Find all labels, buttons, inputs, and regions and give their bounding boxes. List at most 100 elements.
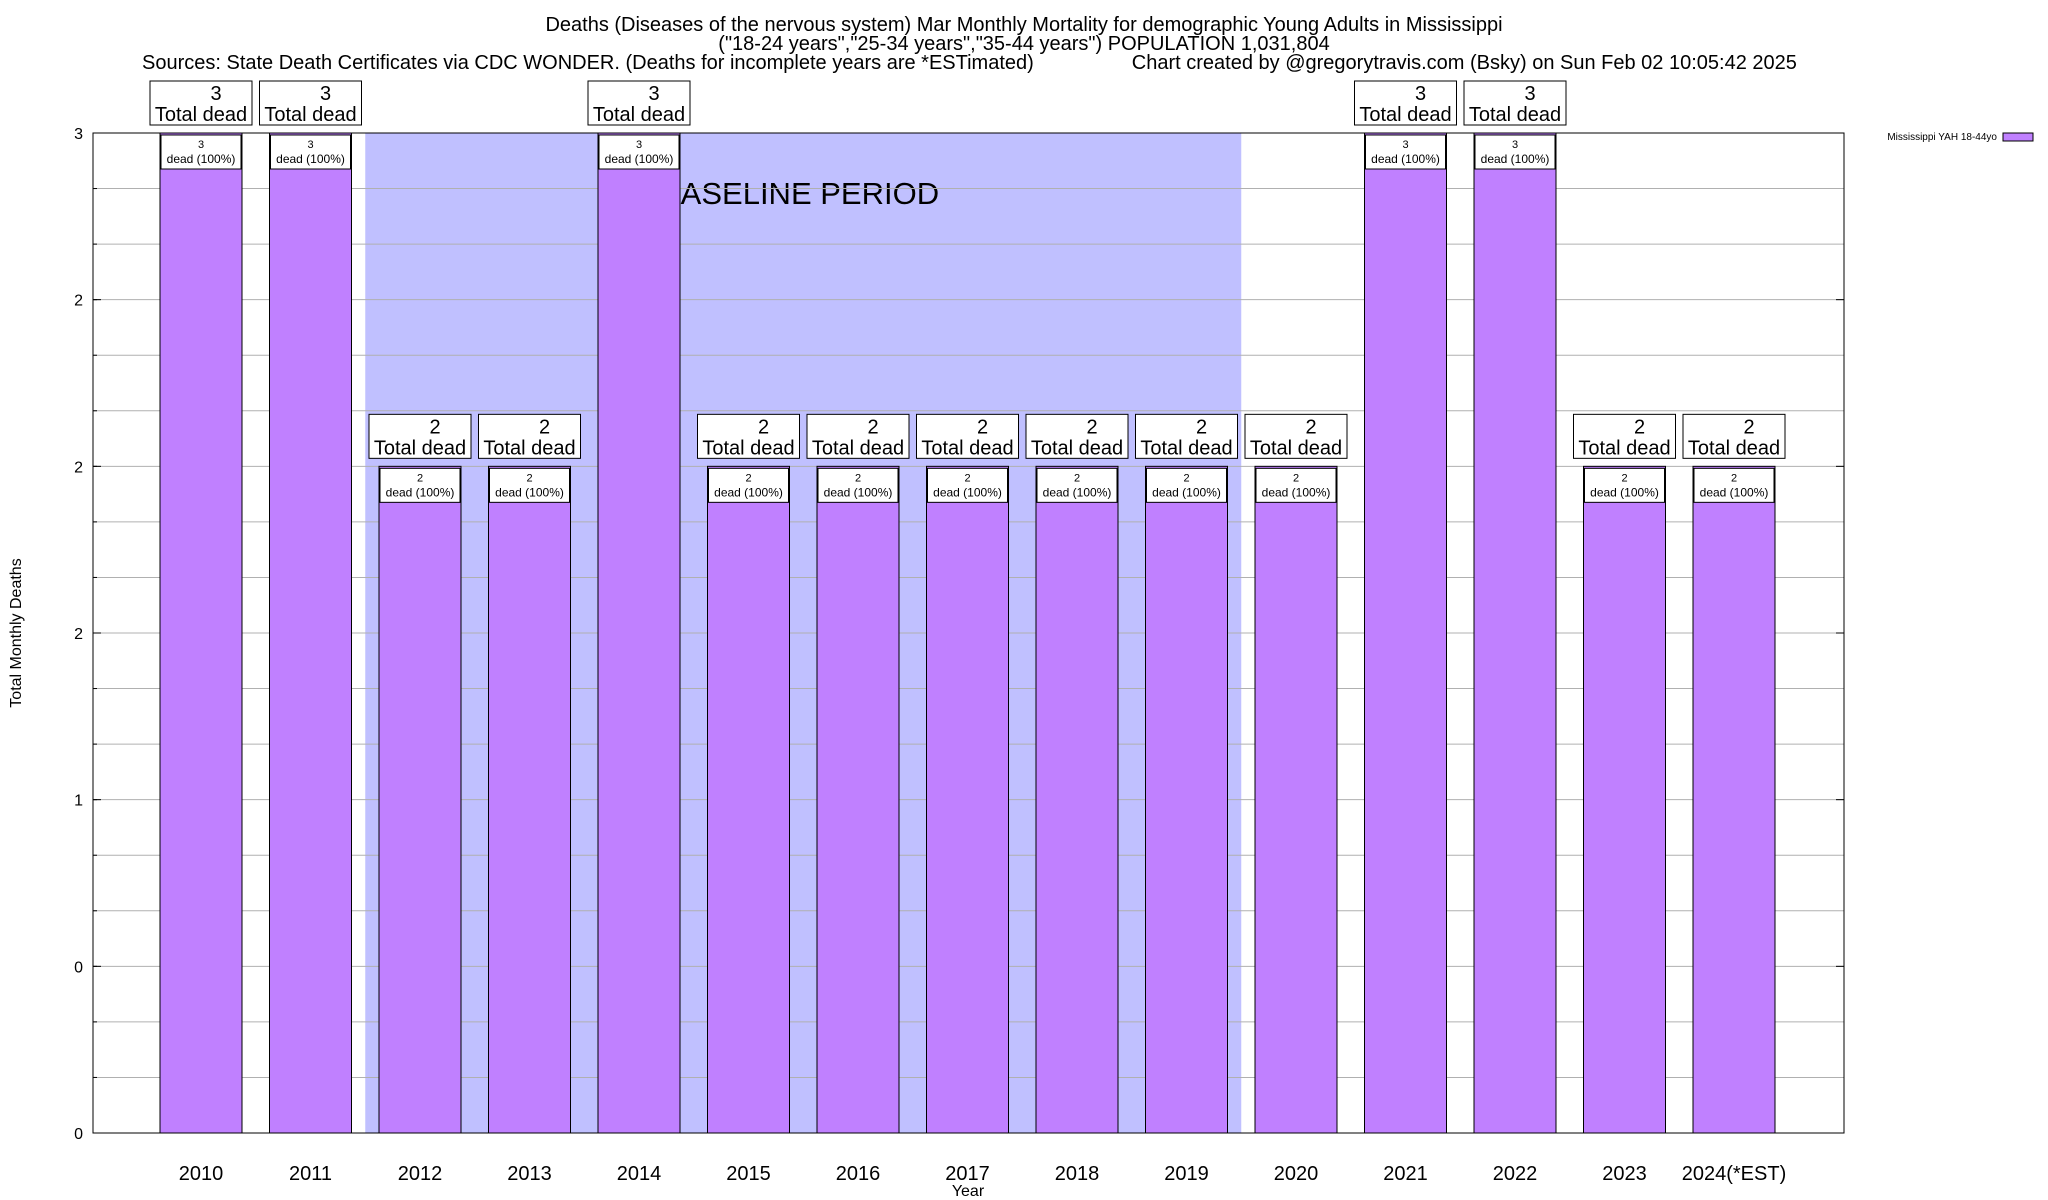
x-tick-label: 2023 <box>1602 1163 1647 1185</box>
total-count-label: 2 <box>867 416 878 438</box>
y-tick-label: 0 <box>74 1126 83 1143</box>
total-label-box <box>1573 413 1676 459</box>
inner-label-box <box>927 467 1008 503</box>
total-label-box <box>916 413 1019 459</box>
x-tick-label: 2018 <box>1055 1163 1100 1185</box>
chart-sources: Sources: State Death Certificates via CD… <box>142 52 1797 74</box>
total-text-label: Total dead <box>1578 437 1670 459</box>
total-count-label: 3 <box>1415 83 1426 105</box>
inner-count-label: 3 <box>307 139 313 151</box>
total-label-box <box>1354 80 1457 126</box>
total-label-box <box>478 413 581 459</box>
inner-percent-label: dead (100%) <box>167 152 236 166</box>
sources-text: Sources: State Death Certificates via CD… <box>142 52 1034 74</box>
inner-label-box <box>489 467 570 503</box>
total-count-label: 2 <box>1305 416 1316 438</box>
inner-percent-label: dead (100%) <box>276 152 345 166</box>
inner-label-box <box>1365 134 1446 170</box>
x-axis-title: Year <box>952 1183 985 1200</box>
total-count-label: 2 <box>539 416 550 438</box>
x-tick-label: 2012 <box>398 1163 443 1185</box>
total-text-label: Total dead <box>593 104 685 126</box>
inner-percent-label: dead (100%) <box>1371 152 1440 166</box>
x-tick-label: 2022 <box>1493 1163 1538 1185</box>
x-tick-label: 2010 <box>179 1163 224 1185</box>
inner-percent-label: dead (100%) <box>1481 152 1550 166</box>
total-text-label: Total dead <box>1140 437 1232 459</box>
total-text-label: Total dead <box>702 437 794 459</box>
total-label-box <box>697 413 800 459</box>
total-text-label: Total dead <box>264 104 356 126</box>
inner-count-label: 2 <box>964 472 970 484</box>
y-tick-label: 3 <box>74 126 83 143</box>
inner-label-box <box>1255 467 1337 503</box>
total-label-box <box>368 413 472 459</box>
total-count-label: 2 <box>1743 416 1754 438</box>
total-text-label: Total dead <box>1688 437 1780 459</box>
inner-count-label: 2 <box>1621 472 1627 484</box>
bar <box>488 465 571 1134</box>
x-tick-label: 2015 <box>726 1163 771 1185</box>
x-tick-label: 2013 <box>507 1163 552 1185</box>
total-label-box <box>259 80 362 126</box>
total-text-label: Total dead <box>483 437 575 459</box>
inner-count-label: 2 <box>745 472 751 484</box>
inner-percent-label: dead (100%) <box>1043 485 1112 499</box>
x-tick-label: 2021 <box>1383 1163 1428 1185</box>
inner-count-label: 2 <box>1074 472 1080 484</box>
total-text-label: Total dead <box>374 437 466 459</box>
x-tick-label: 2014 <box>617 1163 662 1185</box>
inner-label-box <box>379 467 461 503</box>
x-tick-label: 2017 <box>945 1163 990 1185</box>
inner-label-box <box>1146 467 1227 503</box>
inner-percent-label: dead (100%) <box>933 485 1002 499</box>
total-count-label: 2 <box>429 416 440 438</box>
inner-percent-label: dead (100%) <box>1590 485 1659 499</box>
inner-label-box <box>817 467 899 503</box>
bar <box>1035 465 1119 1134</box>
y-tick-label: 2 <box>74 293 83 310</box>
inner-label-box <box>1584 467 1665 503</box>
y-axis-title: Total Monthly Deaths <box>8 558 25 707</box>
total-count-label: 3 <box>210 83 221 105</box>
y-tick-label: 0 <box>74 959 83 976</box>
total-count-label: 2 <box>758 416 769 438</box>
y-tick-label: 2 <box>74 626 83 643</box>
total-label-box <box>1682 413 1786 459</box>
inner-count-label: 2 <box>417 472 423 484</box>
inner-label-box <box>1474 134 1556 170</box>
total-label-box <box>587 80 691 126</box>
bar <box>597 132 681 1134</box>
total-label-box <box>1244 413 1348 459</box>
x-tick-label: 2019 <box>1164 1163 1209 1185</box>
total-text-label: Total dead <box>812 437 904 459</box>
inner-label-box <box>708 467 789 503</box>
x-tick-label: 2020 <box>1274 1163 1319 1185</box>
bar <box>1583 465 1666 1134</box>
total-label-box <box>1025 413 1129 459</box>
inner-percent-label: dead (100%) <box>1700 485 1769 499</box>
x-tick-label: 2024(*EST) <box>1682 1163 1787 1185</box>
x-tick-label: 2016 <box>836 1163 881 1185</box>
bar <box>269 132 352 1134</box>
chart-subtitle: ("18-24 years","25-34 years","35-44 year… <box>718 33 1330 55</box>
legend-layer: Mississippi YAH 18-44yo <box>1887 132 2034 143</box>
inner-label-box <box>1036 467 1118 503</box>
axes-layer: 2010 2011 2012 2013 2014 2015 2016 2017 2018 2019… <box>8 126 1845 1200</box>
total-text-label: Total dead <box>921 437 1013 459</box>
inner-count-label: 3 <box>1512 139 1518 151</box>
total-text-label: Total dead <box>1031 437 1123 459</box>
total-label-box <box>149 80 253 126</box>
y-tick-label: 2 <box>74 459 83 476</box>
inner-label-box <box>598 134 680 170</box>
inner-count-label: 3 <box>198 139 204 151</box>
total-text-label: Total dead <box>1469 104 1561 126</box>
total-count-label: 3 <box>648 83 659 105</box>
bar <box>816 465 900 1134</box>
total-count-label: 2 <box>977 416 988 438</box>
x-tick-label: 2011 <box>289 1163 332 1185</box>
bar <box>707 465 790 1134</box>
inner-percent-label: dead (100%) <box>1152 485 1221 499</box>
